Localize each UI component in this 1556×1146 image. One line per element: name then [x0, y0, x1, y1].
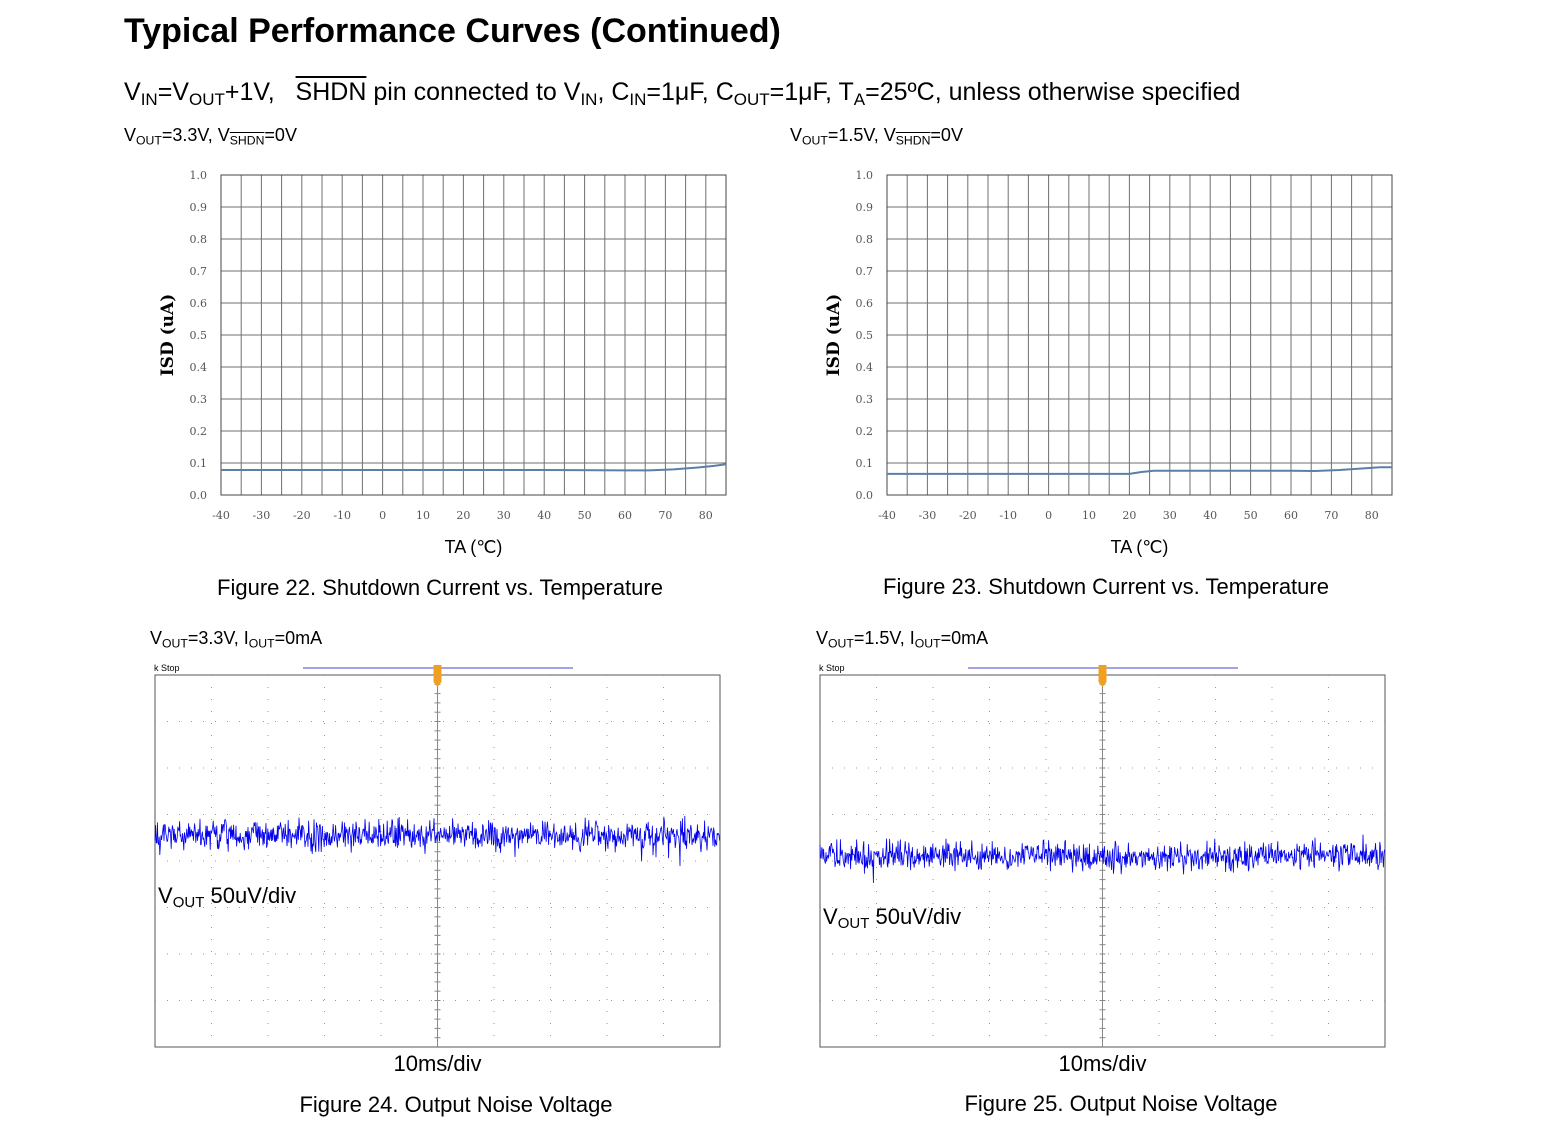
y-tick-label: 0.6	[190, 297, 208, 310]
figure-25-caption: Figure 25. Output Noise Voltage	[964, 1091, 1278, 1116]
scope-stop-label: k Stop	[154, 663, 180, 673]
y-tick-label: 0.5	[190, 329, 208, 342]
figure-22-caption: Figure 22. Shutdown Current vs. Temperat…	[217, 575, 663, 600]
x-tick-label: -20	[293, 509, 311, 522]
x-tick-label: 80	[1365, 509, 1379, 522]
page-title: Typical Performance Curves (Continued)	[124, 12, 781, 50]
y-tick-label: 0.8	[856, 233, 874, 246]
y-tick-label: 0.9	[856, 201, 874, 214]
x-tick-label: 70	[658, 509, 672, 522]
x-tick-label: 50	[1244, 509, 1258, 522]
y-tick-label: 0.4	[856, 361, 874, 374]
x-tick-label: 40	[537, 509, 551, 522]
figure-23-condition: VOUT=1.5V, VSHDN=0V	[790, 125, 963, 148]
x-axis-label: TA (℃)	[445, 537, 503, 557]
noise-trace	[154, 815, 720, 867]
y-tick-label: 0.1	[856, 457, 874, 470]
y-tick-label: 0.9	[190, 201, 208, 214]
x-tick-label: 0	[379, 509, 386, 522]
plot-frame	[886, 174, 1393, 496]
y-tick-label: 0.8	[190, 233, 208, 246]
timebase-label: 10ms/div	[393, 1051, 481, 1076]
chart-figure-22: 0.0 0.1 0.2 0.3 0.4 0.5 0.6 0.7 0.8 0.9 1.0 -40 -30 -…	[158, 169, 727, 557]
timebase-label: 10ms/div	[1058, 1051, 1146, 1076]
x-tick-label: 10	[1082, 509, 1096, 522]
y-tick-label: 0.7	[856, 265, 874, 278]
scope-figure-24: k Stop VOUT 50uV/div 10ms/div	[154, 663, 721, 1076]
x-tick-label: -40	[878, 509, 896, 522]
y-tick-label: 0.7	[190, 265, 208, 278]
x-tick-label: 30	[497, 509, 511, 522]
x-tick-label: 70	[1324, 509, 1338, 522]
trigger-marker	[1098, 665, 1107, 687]
shdn-pin-label: SHDN	[295, 78, 367, 106]
series-line-0	[221, 463, 727, 472]
plot-frame	[220, 174, 727, 496]
y-tick-label: 0.0	[190, 489, 208, 502]
series-line-0	[887, 466, 1392, 475]
chart-figure-23: 0.0 0.1 0.2 0.3 0.4 0.5 0.6 0.7 0.8 0.9 1.0 -40 -30 -…	[824, 169, 1393, 557]
x-tick-label: 10	[416, 509, 430, 522]
trigger-marker	[433, 665, 442, 687]
figure-24-condition: VOUT=3.3V, IOUT=0mA	[150, 628, 323, 651]
x-tick-label: -20	[959, 509, 977, 522]
x-tick-label: 20	[1122, 509, 1136, 522]
x-axis-label: TA (℃)	[1111, 537, 1169, 557]
y-tick-label: 0.4	[190, 361, 208, 374]
y-axis-label: ISD (uA)	[824, 294, 844, 377]
trace-scale-label: VOUT 50uV/div	[823, 904, 961, 932]
x-tick-label: 0	[1045, 509, 1052, 522]
x-tick-label: 30	[1163, 509, 1177, 522]
y-tick-label: 0.3	[190, 393, 208, 406]
test-conditions: VIN=VOUT+1V, SHDN pin connected to VIN, …	[124, 78, 1241, 109]
x-tick-label: 60	[1284, 509, 1298, 522]
y-tick-label: 0.1	[190, 457, 208, 470]
figure-22-condition: VOUT=3.3V, VSHDN=0V	[124, 125, 297, 148]
x-tick-label: -10	[333, 509, 351, 522]
trace-scale-label: VOUT 50uV/div	[158, 883, 296, 911]
x-tick-label: 20	[456, 509, 470, 522]
y-axis-label: ISD (uA)	[158, 294, 178, 377]
y-tick-label: 0.5	[856, 329, 874, 342]
figure-24-caption: Figure 24. Output Noise Voltage	[299, 1092, 613, 1117]
y-tick-label: 1.0	[856, 169, 874, 182]
x-tick-label: -30	[253, 509, 271, 522]
y-tick-label: 0.2	[190, 425, 208, 438]
x-tick-label: 80	[699, 509, 713, 522]
figure-25-condition: VOUT=1.5V, IOUT=0mA	[816, 628, 989, 651]
x-tick-label: 60	[618, 509, 632, 522]
y-tick-label: 0.0	[856, 489, 874, 502]
figure-23-caption: Figure 23. Shutdown Current vs. Temperat…	[883, 574, 1329, 599]
noise-trace	[819, 834, 1385, 884]
y-tick-label: 0.3	[856, 393, 874, 406]
y-tick-label: 1.0	[190, 169, 208, 182]
scope-stop-label: k Stop	[819, 663, 845, 673]
scope-figure-25: k Stop VOUT 50uV/div 10ms/div	[819, 663, 1386, 1076]
y-tick-label: 0.6	[856, 297, 874, 310]
x-tick-label: 50	[578, 509, 592, 522]
x-tick-label: -40	[212, 509, 230, 522]
x-tick-label: 40	[1203, 509, 1217, 522]
x-tick-label: -30	[919, 509, 937, 522]
y-tick-label: 0.2	[856, 425, 874, 438]
x-tick-label: -10	[999, 509, 1017, 522]
